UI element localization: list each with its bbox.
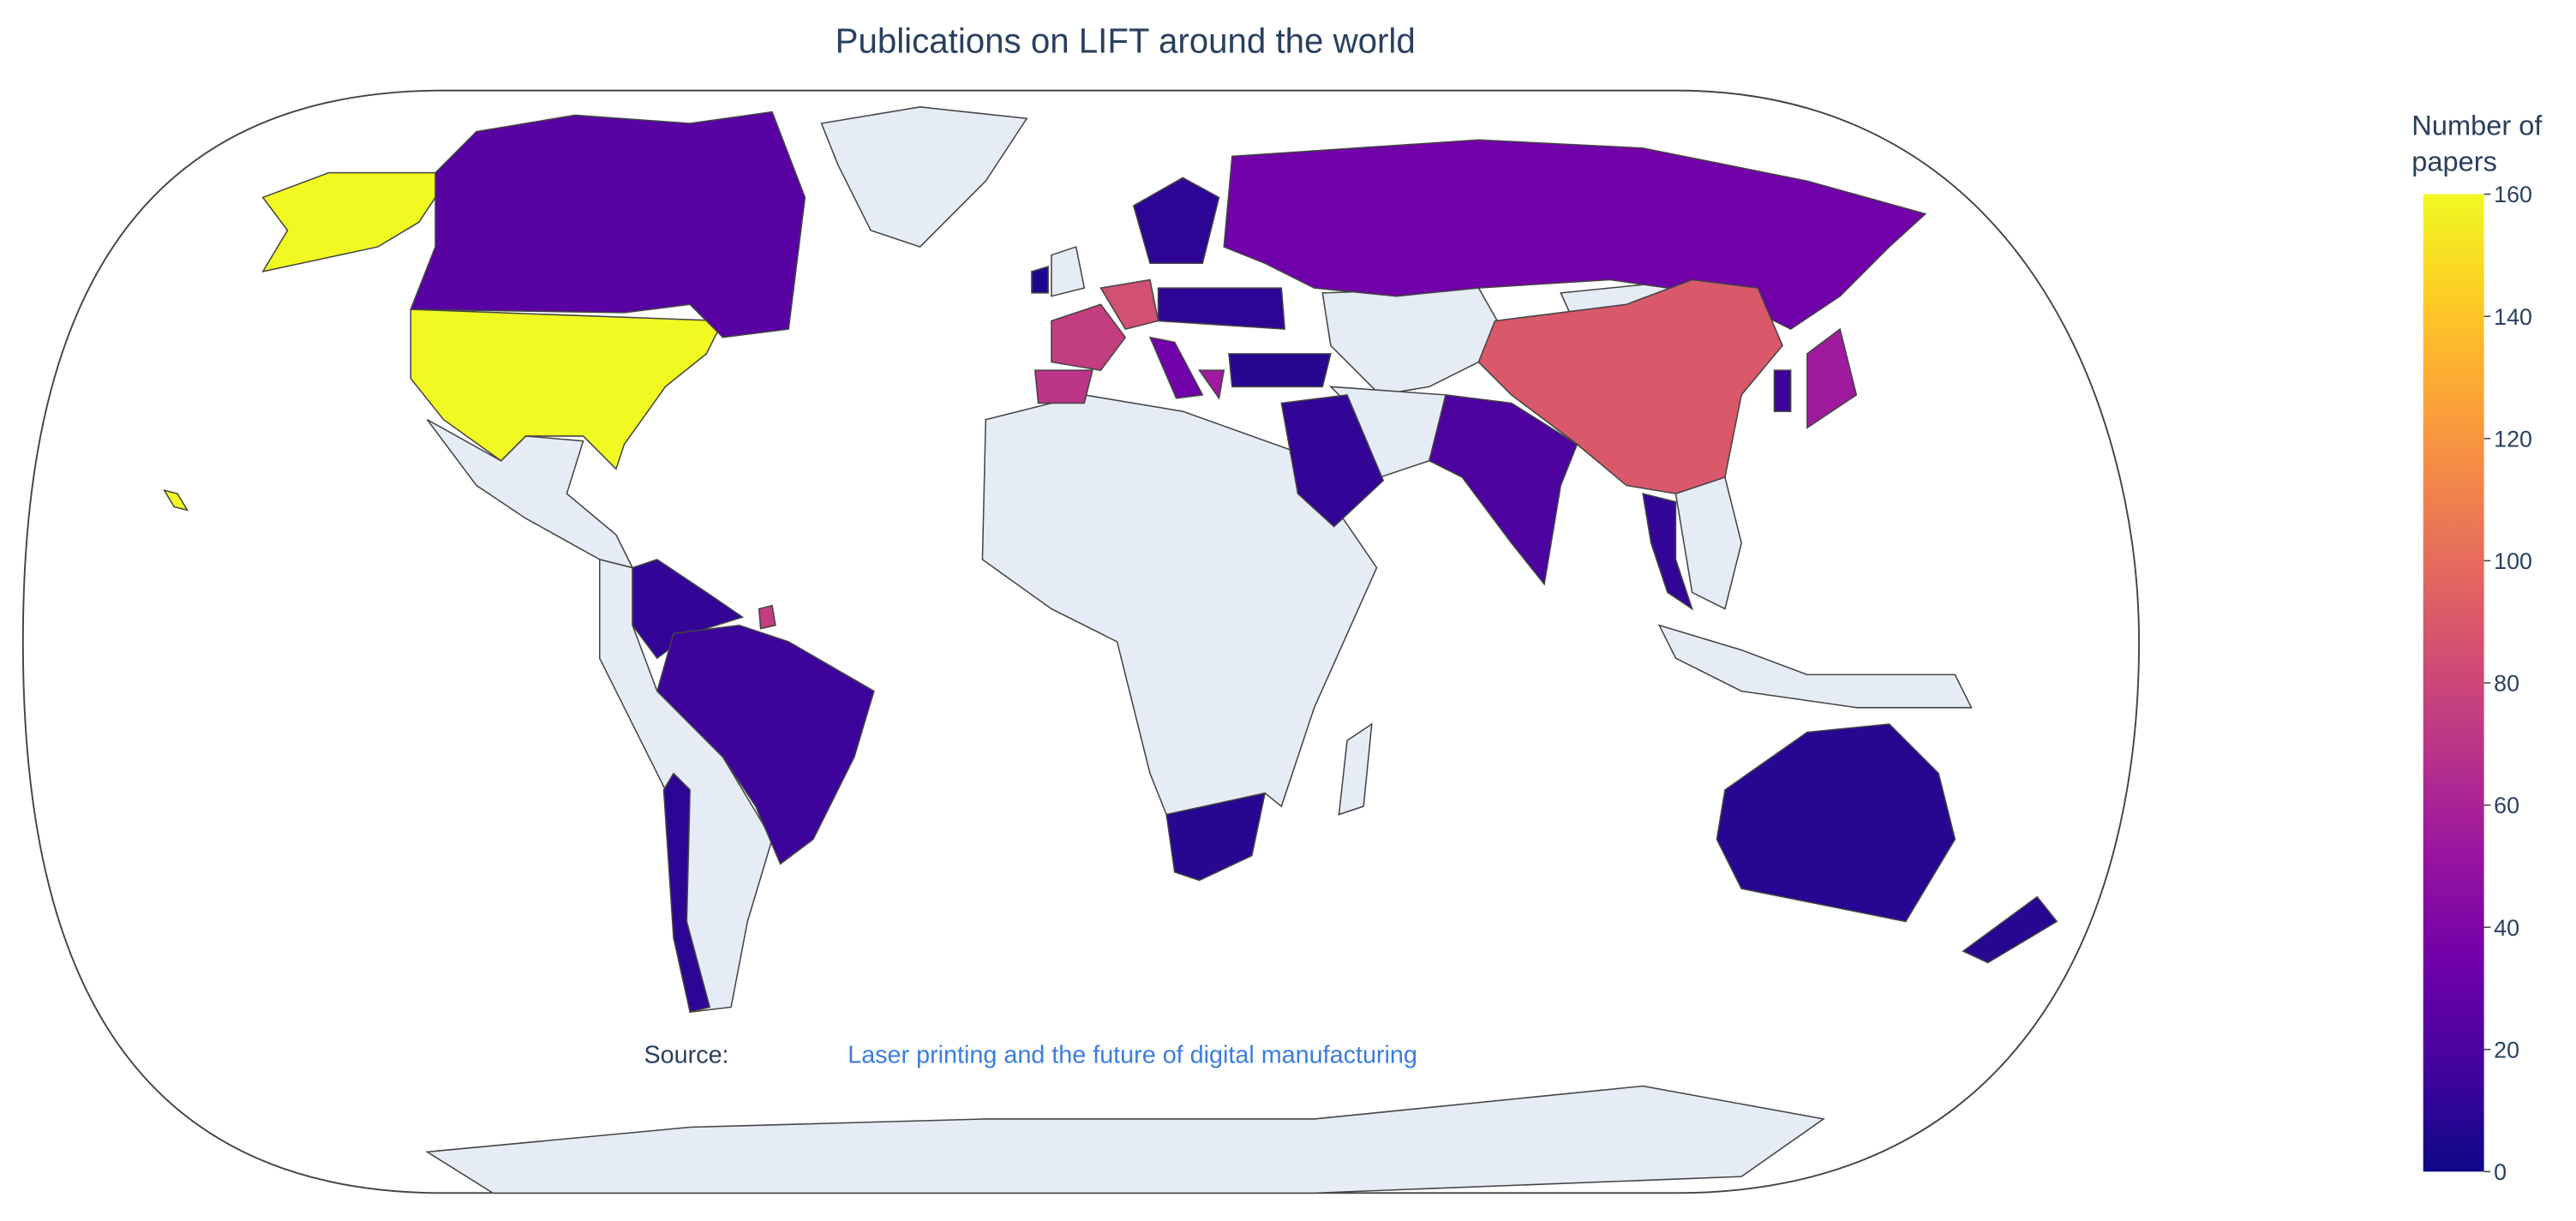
country [1280, 394, 1385, 528]
land [425, 106, 1973, 1194]
country [1148, 336, 1204, 399]
country [1716, 723, 1956, 923]
colorbar-title: Number of papers [2411, 110, 2543, 178]
country [1157, 287, 1286, 330]
colorbar-title-box: Number of papers [2411, 110, 2543, 178]
region [1338, 722, 1373, 816]
country [1228, 353, 1332, 388]
country [632, 559, 745, 660]
country [1477, 278, 1783, 494]
country [410, 111, 806, 338]
colorbar-tick-label: 0 [2494, 1159, 2507, 1185]
colorbar-tick-label: 40 [2494, 915, 2519, 941]
country [1132, 177, 1220, 265]
region [1051, 246, 1086, 297]
countries [163, 111, 2058, 1014]
region [981, 394, 1378, 816]
country [1051, 303, 1127, 371]
colorbar-tick-label: 100 [2494, 548, 2532, 574]
region [425, 1085, 1825, 1194]
source-label: Source: [644, 1042, 729, 1069]
colorbar-ticks: 0 20 40 60 80 100 120 140 160 [2483, 182, 2532, 1185]
chart-title: Publications on LIFT around the world [836, 21, 1416, 60]
country [1773, 369, 1792, 412]
country [163, 489, 189, 512]
country [410, 308, 724, 470]
country [1962, 895, 2058, 964]
colorbar-tick-label: 120 [2494, 426, 2532, 452]
colorbar-tick-label: 160 [2494, 182, 2532, 207]
colorbar-tick-label: 80 [2494, 671, 2519, 697]
country [1806, 327, 1858, 429]
colorbar-tick-label: 20 [2494, 1037, 2519, 1062]
country [656, 625, 875, 865]
source-link[interactable]: Laser printing and the future of digital… [848, 1042, 1417, 1069]
country [758, 604, 776, 630]
colorbar-tick-label: 140 [2494, 304, 2532, 330]
country [662, 772, 711, 1014]
colorbar [2423, 194, 2484, 1172]
country [1033, 369, 1093, 404]
region [1657, 624, 1973, 709]
country [1197, 369, 1225, 400]
region [820, 106, 1028, 248]
country [1165, 792, 1267, 882]
country [261, 171, 453, 273]
country [1428, 394, 1579, 586]
colorbar-tick-label: 60 [2494, 793, 2519, 818]
country [1642, 493, 1694, 611]
country [1031, 266, 1049, 294]
region [1321, 287, 1513, 396]
